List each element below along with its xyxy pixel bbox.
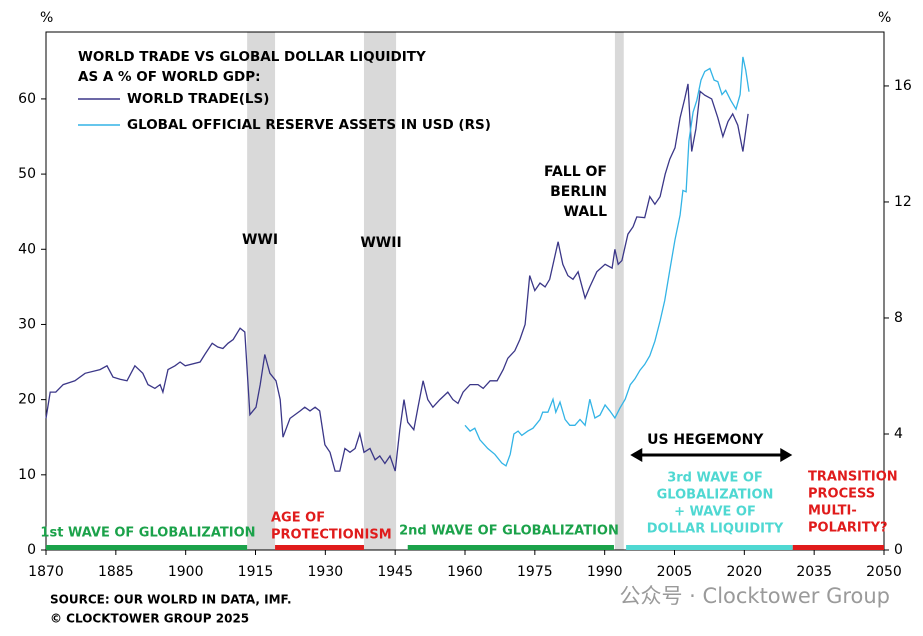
chart-title: WORLD TRADE VS GLOBAL DOLLAR LIQUIDITY [78, 49, 426, 65]
era-label: GLOBALIZATION [657, 488, 774, 503]
span-label: US HEGEMONY [647, 432, 764, 448]
y-tick-label: 40 [18, 241, 36, 257]
x-tick-label: 1915 [238, 564, 274, 580]
shaded-period [614, 32, 624, 550]
legend-label: WORLD TRADE(LS) [127, 91, 269, 107]
period-label: BERLIN [550, 184, 607, 200]
era-bar [275, 545, 364, 550]
x-tick-label: 1960 [447, 564, 483, 580]
era-label: PROCESS [808, 487, 875, 502]
x-tick-label: 1975 [517, 564, 553, 580]
x-tick-label: 1900 [168, 564, 204, 580]
y-tick-label: 10 [18, 467, 36, 483]
legend-label: GLOBAL OFFICIAL RESERVE ASSETS IN USD (R… [127, 117, 491, 133]
y2-tick-label: 0 [894, 542, 903, 558]
y-tick-label: 0 [27, 542, 36, 558]
y2-axis-unit: % [878, 10, 891, 26]
y2-tick-label: 4 [894, 426, 903, 442]
era-label: TRANSITION [808, 470, 898, 485]
arrow-head [780, 448, 793, 462]
period-label: FALL OF [544, 164, 607, 180]
series-line [45, 83, 749, 472]
era-label: + WAVE OF [674, 505, 756, 520]
era-label: DOLLAR LIQUIDITY [647, 522, 784, 537]
period-label: WWI [242, 232, 278, 248]
y2-tick-label: 8 [894, 310, 903, 326]
arrow-head [630, 448, 643, 462]
era-bar [626, 545, 793, 550]
x-tick-label: 2050 [866, 564, 902, 580]
era-label: AGE OF [271, 511, 325, 526]
copyright: © CLOCKTOWER GROUP 2025 [50, 612, 249, 626]
period-label: WWII [360, 235, 401, 251]
shaded-period [363, 32, 397, 550]
source: SOURCE: OUR WOLRD IN DATA, IMF. [50, 593, 292, 607]
x-tick-label: 2035 [796, 564, 832, 580]
period-label: WALL [564, 204, 608, 220]
era-label: 2nd WAVE OF GLOBALIZATION [399, 524, 619, 539]
y-axis-unit: % [40, 10, 53, 26]
x-tick-label: 2005 [657, 564, 693, 580]
era-label: 1st WAVE OF GLOBALIZATION [40, 526, 255, 541]
x-tick-label: 1870 [28, 564, 64, 580]
y-tick-label: 20 [18, 392, 36, 408]
series-line [464, 56, 750, 467]
era-label: 3rd WAVE OF [667, 471, 763, 486]
chart-title: AS A % OF WORLD GDP: [78, 69, 261, 85]
y-tick-label: 50 [18, 166, 36, 182]
y2-tick-label: 16 [894, 78, 912, 94]
x-tick-label: 2020 [727, 564, 763, 580]
x-tick-label: 1945 [377, 564, 413, 580]
era-label: PROTECTIONISM [271, 528, 392, 543]
era-label: MULTI- [808, 504, 857, 519]
shaded-period [247, 32, 276, 550]
era-bar [792, 545, 884, 550]
y-tick-label: 60 [18, 91, 36, 107]
watermark: 公众号 · Clocktower Group [620, 584, 891, 608]
x-tick-label: 1930 [308, 564, 344, 580]
y2-tick-label: 12 [894, 194, 912, 210]
y-tick-label: 30 [18, 316, 36, 332]
era-label: POLARITY? [808, 521, 888, 536]
x-tick-label: 1885 [98, 564, 134, 580]
era-bar [46, 545, 248, 550]
x-tick-label: 1990 [587, 564, 623, 580]
era-bar [407, 545, 614, 550]
